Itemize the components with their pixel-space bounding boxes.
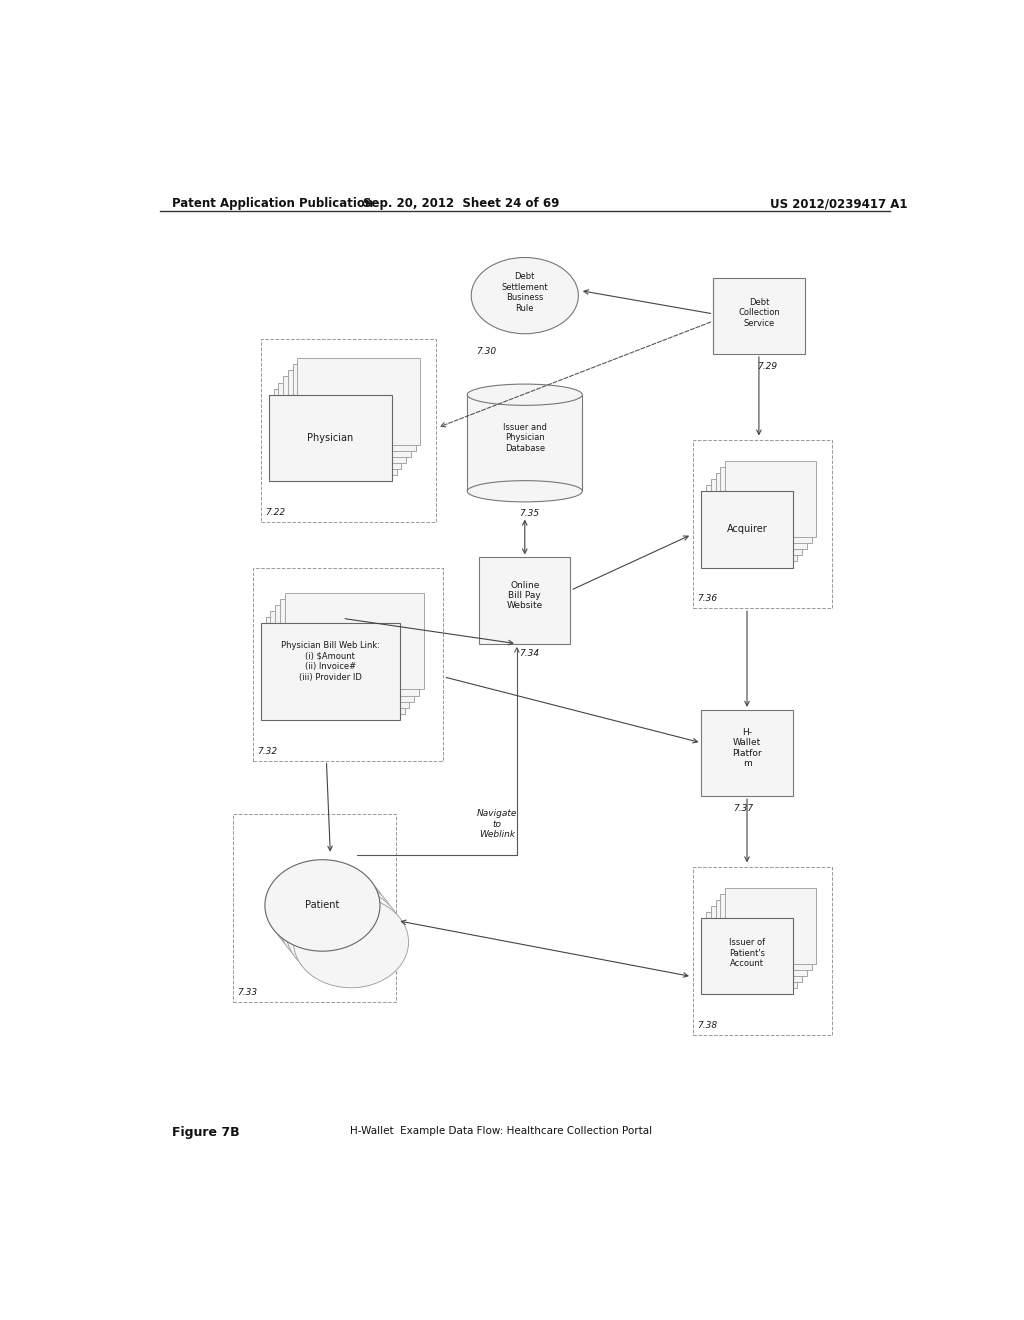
Text: Issuer of
Patient's
Account: Issuer of Patient's Account <box>729 939 765 968</box>
Text: Patient: Patient <box>305 900 340 911</box>
Ellipse shape <box>280 878 394 969</box>
FancyBboxPatch shape <box>261 623 399 719</box>
Text: Online
Bill Pay
Website: Online Bill Pay Website <box>507 581 543 610</box>
FancyBboxPatch shape <box>265 618 404 714</box>
FancyBboxPatch shape <box>714 277 805 354</box>
Text: 7.34: 7.34 <box>519 649 539 659</box>
FancyBboxPatch shape <box>275 605 414 702</box>
Text: 7.29: 7.29 <box>757 362 777 371</box>
Text: 7.36: 7.36 <box>697 594 718 603</box>
FancyBboxPatch shape <box>701 710 793 796</box>
Text: Patent Application Publication: Patent Application Publication <box>172 197 373 210</box>
FancyBboxPatch shape <box>707 912 798 989</box>
FancyBboxPatch shape <box>297 358 421 445</box>
Text: Debt
Collection
Service: Debt Collection Service <box>738 298 780 327</box>
Text: Acquirer: Acquirer <box>727 524 767 535</box>
Text: 7.38: 7.38 <box>697 1020 718 1030</box>
FancyBboxPatch shape <box>284 376 407 463</box>
Text: Navigate
to
Weblink: Navigate to Weblink <box>477 809 517 840</box>
Text: US 2012/0239417 A1: US 2012/0239417 A1 <box>769 197 907 210</box>
FancyBboxPatch shape <box>716 900 807 975</box>
FancyBboxPatch shape <box>701 491 793 568</box>
Ellipse shape <box>287 887 401 978</box>
FancyBboxPatch shape <box>269 395 392 480</box>
Ellipse shape <box>471 257 579 334</box>
Text: Debt
Settlement
Business
Rule: Debt Settlement Business Rule <box>502 272 548 313</box>
FancyBboxPatch shape <box>270 611 410 708</box>
Ellipse shape <box>265 859 380 952</box>
FancyBboxPatch shape <box>725 461 816 537</box>
Ellipse shape <box>467 384 583 405</box>
FancyBboxPatch shape <box>707 486 798 561</box>
FancyBboxPatch shape <box>716 473 807 549</box>
Ellipse shape <box>294 896 409 987</box>
Text: Figure 7B: Figure 7B <box>172 1126 240 1139</box>
FancyBboxPatch shape <box>711 906 802 982</box>
Text: Sep. 20, 2012  Sheet 24 of 69: Sep. 20, 2012 Sheet 24 of 69 <box>364 197 559 210</box>
FancyBboxPatch shape <box>711 479 802 556</box>
FancyBboxPatch shape <box>279 383 401 469</box>
FancyBboxPatch shape <box>721 894 812 970</box>
Text: H-
Wallet
Platfor
m: H- Wallet Platfor m <box>732 727 762 768</box>
FancyBboxPatch shape <box>288 371 411 457</box>
Text: Physician: Physician <box>307 433 353 444</box>
FancyBboxPatch shape <box>701 919 793 994</box>
Text: H-Wallet  Example Data Flow: Healthcare Collection Portal: H-Wallet Example Data Flow: Healthcare C… <box>350 1126 652 1137</box>
FancyBboxPatch shape <box>467 395 583 491</box>
Text: 7.32: 7.32 <box>257 747 278 755</box>
Ellipse shape <box>467 480 583 502</box>
Text: 7.30: 7.30 <box>476 347 497 356</box>
FancyBboxPatch shape <box>280 599 419 696</box>
Ellipse shape <box>272 869 387 961</box>
FancyBboxPatch shape <box>725 887 816 964</box>
Text: Issuer and
Physician
Database: Issuer and Physician Database <box>503 422 547 453</box>
FancyBboxPatch shape <box>721 467 812 543</box>
FancyBboxPatch shape <box>285 593 424 689</box>
FancyBboxPatch shape <box>479 557 570 644</box>
FancyBboxPatch shape <box>468 395 582 405</box>
Text: 7.35: 7.35 <box>519 510 539 519</box>
Text: Physician Bill Web Link:
(i) $Amount
(ii) Invoice#
(iii) Provider ID: Physician Bill Web Link: (i) $Amount (ii… <box>281 642 380 681</box>
FancyBboxPatch shape <box>293 364 416 450</box>
Text: 7.22: 7.22 <box>265 508 285 516</box>
Text: 7.37: 7.37 <box>733 804 753 813</box>
Text: 7.33: 7.33 <box>238 987 257 997</box>
FancyBboxPatch shape <box>273 388 396 475</box>
